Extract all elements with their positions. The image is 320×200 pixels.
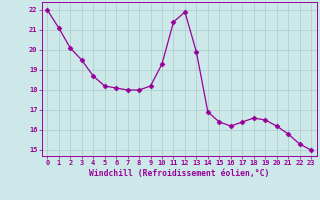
X-axis label: Windchill (Refroidissement éolien,°C): Windchill (Refroidissement éolien,°C) <box>89 169 269 178</box>
